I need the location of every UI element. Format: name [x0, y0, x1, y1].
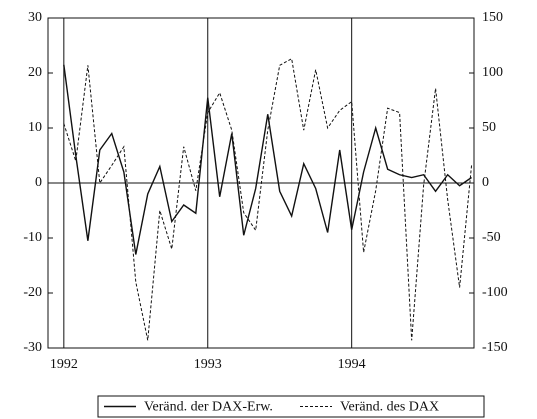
y-tick-label: -10 — [23, 230, 42, 245]
legend-label: Veränd. des DAX — [340, 400, 439, 415]
y2-tick-label: -50 — [482, 230, 501, 245]
y2-tick-label: 0 — [482, 175, 489, 190]
y-tick-label: 30 — [28, 10, 42, 25]
x-tick-label: 1992 — [50, 357, 78, 372]
y-tick-label: 10 — [28, 120, 42, 135]
series-line — [63, 57, 473, 341]
y2-tick-label: 50 — [482, 120, 496, 135]
y2-tick-label: -150 — [482, 340, 508, 355]
y2-tick-label: 150 — [482, 10, 503, 25]
y2-tick-label: 100 — [482, 65, 503, 80]
x-tick-label: 1993 — [194, 357, 222, 372]
series-line — [63, 64, 472, 255]
y-tick-label: 20 — [28, 65, 42, 80]
legend-box — [97, 395, 485, 418]
y-tick-label: 0 — [35, 175, 42, 190]
y-tick-label: -20 — [23, 285, 42, 300]
x-tick-label: 1994 — [338, 357, 366, 372]
legend-label: Veränd. der DAX-Erw. — [144, 400, 273, 415]
y2-tick-label: -100 — [482, 285, 508, 300]
y-tick-label: -30 — [23, 340, 42, 355]
